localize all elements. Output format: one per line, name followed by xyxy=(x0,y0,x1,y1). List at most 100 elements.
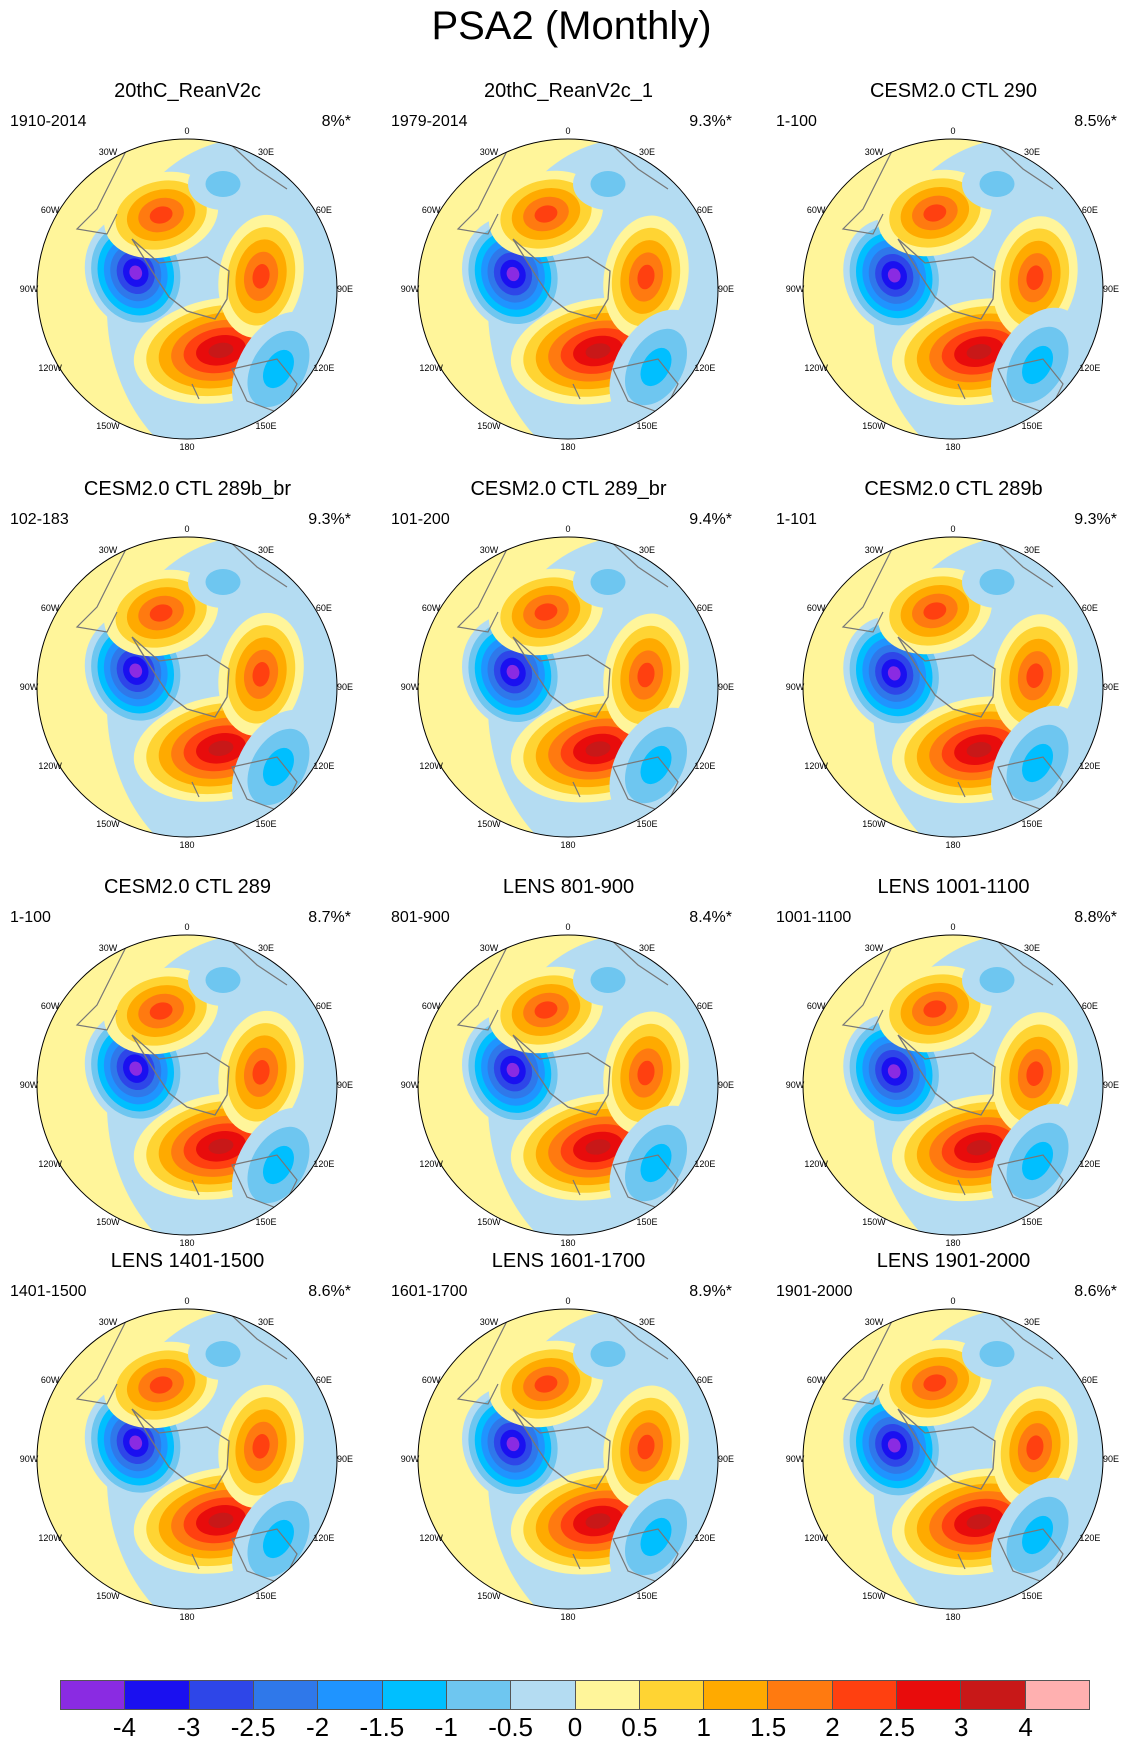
colorbar-swatch xyxy=(382,1681,447,1709)
longitude-label: 90E xyxy=(718,1454,734,1464)
longitude-label: 150E xyxy=(255,819,276,829)
panel-variance: 8.5%* xyxy=(1074,113,1117,130)
coastline xyxy=(605,139,669,190)
longitude-label: 60E xyxy=(1082,603,1098,613)
colorbar-swatch xyxy=(832,1681,898,1709)
panel-title: CESM2.0 CTL 289b_br xyxy=(83,478,292,500)
longitude-label: 60E xyxy=(316,1001,332,1011)
contour-fill xyxy=(887,1064,901,1079)
coastline xyxy=(75,537,133,633)
map-boundary xyxy=(802,138,1104,440)
polar-map: 0 30E 60E 90E 120E 150E 180 150W 120W 90W 60W 30W xyxy=(20,126,353,452)
longitude-label: 180 xyxy=(945,840,960,850)
longitude-label: 150W xyxy=(862,1591,886,1601)
coastline xyxy=(456,1309,514,1405)
longitude-label: 120W xyxy=(804,1159,828,1169)
longitude-label: 90W xyxy=(401,1454,420,1464)
longitude-label: 150E xyxy=(255,1591,276,1601)
longitude-label: 150E xyxy=(1021,1591,1042,1601)
figure-title: PSA2 (Monthly) xyxy=(431,4,712,48)
contour-fill xyxy=(208,740,234,756)
longitude-label: 150E xyxy=(255,421,276,431)
longitude-label: 60W xyxy=(422,603,441,613)
colorbar-label: -2.5 xyxy=(230,1712,276,1742)
longitude-label: 30E xyxy=(1024,943,1040,953)
coastline xyxy=(191,1553,200,1570)
polar-map: 0 30E 60E 90E 120E 150E 180 150W 120W 90W 60W 30W xyxy=(401,1296,734,1622)
longitude-label: 120E xyxy=(313,761,334,771)
longitude-label: 150E xyxy=(255,1217,276,1227)
map-boundary xyxy=(417,536,719,838)
longitude-label: 60W xyxy=(807,603,826,613)
contour-fill xyxy=(149,604,173,622)
colorbar-label: 0 xyxy=(567,1712,583,1742)
coastline xyxy=(191,1179,200,1196)
coastline xyxy=(990,139,1054,190)
longitude-label: 150E xyxy=(636,819,657,829)
polar-map: 0 30E 60E 90E 120E 150E 180 150W 120W 90W 60W 30W xyxy=(786,524,1119,850)
coastline xyxy=(957,383,966,400)
coastline xyxy=(605,1309,669,1360)
contour-fill xyxy=(585,1513,611,1529)
coastline xyxy=(572,1553,581,1570)
panel-period: 102-183 xyxy=(10,511,69,528)
longitude-label: 0 xyxy=(184,524,189,534)
longitude-label: 60E xyxy=(316,205,332,215)
colorbar-swatch xyxy=(897,1681,962,1709)
contour-fill xyxy=(979,967,1015,993)
longitude-label: 90E xyxy=(1103,682,1119,692)
contour-fill xyxy=(923,1374,947,1392)
contour-fill xyxy=(208,342,234,358)
colorbar-label: -3 xyxy=(177,1712,201,1742)
longitude-label: 30E xyxy=(639,1317,655,1327)
longitude-label: 90E xyxy=(1103,1454,1119,1464)
contour-fill xyxy=(637,264,655,290)
coastline xyxy=(456,537,514,633)
longitude-label: 150W xyxy=(477,421,501,431)
coastline xyxy=(224,537,288,588)
panel-title: 20thC_ReanV2c_1 xyxy=(483,80,653,102)
map-boundary xyxy=(417,1308,719,1610)
longitude-label: 30W xyxy=(865,943,884,953)
polar-map: 0 30E 60E 90E 120E 150E 180 150W 120W 90W 60W 30W xyxy=(20,1296,353,1622)
coastline xyxy=(957,1553,966,1570)
coastline xyxy=(957,1179,966,1196)
contour-fill xyxy=(585,1139,611,1155)
longitude-label: 120W xyxy=(419,761,443,771)
contour-fill xyxy=(923,204,947,222)
longitude-label: 90W xyxy=(20,1454,39,1464)
longitude-label: 90E xyxy=(337,1080,353,1090)
contour-fill xyxy=(966,1514,992,1530)
contour-fill xyxy=(208,1512,234,1528)
longitude-label: 90W xyxy=(786,284,805,294)
longitude-label: 120W xyxy=(419,363,443,373)
panel-title: CESM2.0 CTL 289_br xyxy=(470,478,667,500)
contour-fill xyxy=(637,662,655,688)
longitude-label: 30E xyxy=(639,147,655,157)
longitude-label: 120E xyxy=(694,1159,715,1169)
longitude-label: 120E xyxy=(1079,363,1100,373)
longitude-label: 180 xyxy=(560,1238,575,1248)
longitude-label: 30W xyxy=(480,147,499,157)
panel-period: 1-100 xyxy=(776,113,817,130)
panel-variance: 9.3%* xyxy=(689,113,732,130)
contour-fill xyxy=(262,1519,294,1559)
longitude-label: 120W xyxy=(38,1533,62,1543)
map-boundary xyxy=(417,934,719,1236)
colorbar-swatch xyxy=(253,1681,319,1709)
contour-fill xyxy=(208,1138,234,1154)
longitude-label: 30W xyxy=(99,1317,118,1327)
longitude-label: 60E xyxy=(316,603,332,613)
longitude-label: 120W xyxy=(804,761,828,771)
contour-fill xyxy=(262,349,294,389)
panel-variance: 9.3%* xyxy=(308,511,351,528)
contour-fill xyxy=(1026,663,1044,688)
coastline xyxy=(75,139,133,235)
longitude-label: 150W xyxy=(96,1591,120,1601)
longitude-label: 150W xyxy=(96,819,120,829)
colorbar-swatch xyxy=(61,1681,126,1709)
longitude-label: 30W xyxy=(99,545,118,555)
coastline xyxy=(605,537,669,588)
coastline xyxy=(841,139,899,235)
map-panel: 0 30E 60E 90E 120E 150E 180 150W 120W 90W 60W 30W LE… xyxy=(766,1250,1141,1645)
